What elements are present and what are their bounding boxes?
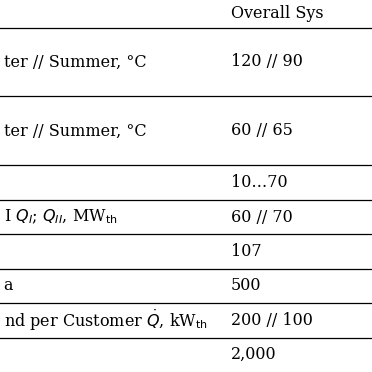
- Text: Overall Sys: Overall Sys: [231, 5, 323, 22]
- Text: 500: 500: [231, 278, 261, 294]
- Text: I $Q_I$; $Q_{II}$, MW$_\mathrm{th}$: I $Q_I$; $Q_{II}$, MW$_\mathrm{th}$: [4, 208, 117, 226]
- Text: 120 // 90: 120 // 90: [231, 54, 302, 71]
- Text: a: a: [4, 278, 13, 294]
- Text: 60 // 70: 60 // 70: [231, 208, 292, 225]
- Text: 10…70: 10…70: [231, 174, 287, 191]
- Text: ter // Summer, °C: ter // Summer, °C: [4, 54, 146, 71]
- Text: 60 // 65: 60 // 65: [231, 122, 292, 140]
- Text: 200 // 100: 200 // 100: [231, 312, 312, 329]
- Text: nd per Customer $\dot{Q}$, kW$_\mathrm{th}$: nd per Customer $\dot{Q}$, kW$_\mathrm{t…: [4, 308, 208, 333]
- Text: 2,000: 2,000: [231, 346, 276, 363]
- Text: 107: 107: [231, 243, 261, 260]
- Text: ter // Summer, °C: ter // Summer, °C: [4, 122, 146, 140]
